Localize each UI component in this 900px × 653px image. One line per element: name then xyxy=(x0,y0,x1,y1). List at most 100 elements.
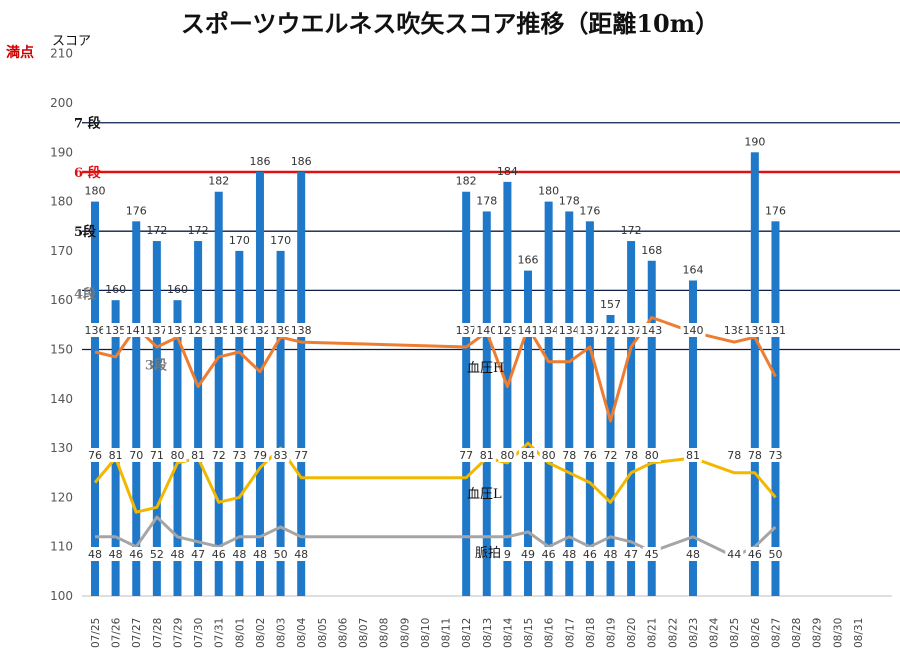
bp-low-label-bg xyxy=(147,448,166,462)
score-bar xyxy=(462,191,471,597)
bar-value-label: 176 xyxy=(579,204,600,217)
bp-high-label: 136 xyxy=(85,324,106,337)
pulse-label-bg xyxy=(250,547,269,561)
bp-low-label: 76 xyxy=(88,449,102,462)
score-bar xyxy=(503,181,512,596)
bp-high-label-bg xyxy=(742,323,768,337)
x-tick-label: 08/29 xyxy=(812,618,824,648)
pulse-label: 46 xyxy=(542,548,556,561)
pulse-line xyxy=(95,515,777,559)
rank-label: 7 段 xyxy=(74,116,101,132)
y-tick-label: 200 xyxy=(50,96,73,110)
bp-high-label-bg xyxy=(164,323,190,337)
rank-label: 5段 xyxy=(74,224,96,240)
pulse-label-bg xyxy=(601,547,620,561)
bp-low-label-bg xyxy=(230,448,249,462)
pulse-label-bg xyxy=(745,547,764,561)
pulse-label: 48 xyxy=(686,548,700,561)
score-bar xyxy=(255,172,264,596)
pulse-label-bg xyxy=(766,547,785,561)
bp-high-label: 137 xyxy=(621,324,642,337)
y-tick-label: 120 xyxy=(50,490,73,504)
bp-low-label: 83 xyxy=(274,449,288,462)
pulse-label: 46 xyxy=(212,548,226,561)
bp-high-label: 131 xyxy=(765,324,786,337)
bp-low-label: 72 xyxy=(212,449,226,462)
bp-low-label-bg xyxy=(86,448,104,462)
bp-high-label-bg xyxy=(247,323,273,337)
x-tick-label: 08/08 xyxy=(379,618,391,648)
bp-low-label: 76 xyxy=(583,449,597,462)
chart-title: スポーツウエルネス吹矢スコア推移（距離10m） xyxy=(180,9,720,38)
bp-low-label-bg xyxy=(127,448,146,462)
x-tick-label: 07/26 xyxy=(111,617,123,648)
y-axis-label: スコア xyxy=(52,34,92,49)
pulse-label-bg xyxy=(519,547,538,561)
bp-high-label: 141 xyxy=(518,324,539,337)
bp-high-label: 137 xyxy=(146,324,167,337)
pulse-label-bg xyxy=(539,547,558,561)
x-tick-label: 07/27 xyxy=(131,618,143,648)
series-name-pulse: 脈拍 xyxy=(475,546,501,561)
bp-high-label-bg xyxy=(577,323,603,337)
score-bar xyxy=(771,221,780,596)
pulse-label: 46 xyxy=(583,548,597,561)
bp-high-label: 135 xyxy=(208,324,229,337)
score-bar xyxy=(688,280,697,596)
bp-low-label: 72 xyxy=(604,449,618,462)
bp-high-label: 139 xyxy=(744,324,765,337)
x-tick-label: 08/14 xyxy=(502,617,514,648)
bp-high-label-bg xyxy=(515,323,541,337)
pulse-label-bg xyxy=(725,547,744,561)
pulse-label: 47 xyxy=(624,548,638,561)
pulse-label: 49 xyxy=(521,548,535,561)
pulse-label: 48 xyxy=(170,548,184,561)
x-tick-label: 08/01 xyxy=(234,618,246,648)
bar-value-label: 178 xyxy=(476,194,497,207)
pulse-label: 50 xyxy=(274,548,288,561)
bar-value-label: 172 xyxy=(188,224,209,237)
pulse-label: 45 xyxy=(645,548,659,561)
y-tick-label: 160 xyxy=(50,293,73,307)
x-tick-label: 08/20 xyxy=(626,618,638,648)
pulse-label-bg xyxy=(683,547,702,561)
bp-low-label: 78 xyxy=(727,449,741,462)
bar-value-label: 176 xyxy=(126,204,147,217)
bp-high-label-bg xyxy=(762,323,788,337)
score-bar xyxy=(91,201,99,596)
full-mark-label: 満点 xyxy=(6,45,34,61)
x-tick-label: 08/18 xyxy=(585,618,597,648)
bp-high-label: 134 xyxy=(559,324,580,337)
bp-low-label: 80 xyxy=(500,449,514,462)
pulse-label: 48 xyxy=(109,548,123,561)
pulse-label-bg xyxy=(580,547,599,561)
pulse-label-bg xyxy=(147,547,166,561)
x-tick-label: 08/16 xyxy=(544,617,556,648)
x-tick-label: 08/09 xyxy=(399,618,411,648)
bp-high-label: 140 xyxy=(682,324,703,337)
pulse-label: 52 xyxy=(150,548,164,561)
bp-high-label-bg xyxy=(494,323,520,337)
pulse-label-bg xyxy=(230,547,249,561)
y-tick-label: 170 xyxy=(50,244,73,258)
bp-low-label-bg xyxy=(560,448,579,462)
bp-low-label-bg xyxy=(725,448,744,462)
bar-value-label: 164 xyxy=(682,263,703,276)
x-tick-label: 08/06 xyxy=(337,617,349,648)
score-bar xyxy=(276,250,285,596)
bp-high-label: 137 xyxy=(579,324,600,337)
y-tick-label: 190 xyxy=(50,145,73,159)
bar-value-label: 182 xyxy=(208,175,229,188)
score-bar xyxy=(214,191,223,597)
pulse-label: 46 xyxy=(129,548,143,561)
bp-high-label-bg xyxy=(268,323,294,337)
pulse-label-bg xyxy=(622,547,641,561)
bar-value-label: 176 xyxy=(765,204,786,217)
bp-high-label: 138 xyxy=(724,324,745,337)
bp-low-label: 81 xyxy=(686,449,700,462)
score-bar xyxy=(750,152,759,597)
y-tick-label: 130 xyxy=(50,441,73,455)
bp-low-label-bg xyxy=(457,448,476,462)
bp-high-label: 140 xyxy=(476,324,497,337)
